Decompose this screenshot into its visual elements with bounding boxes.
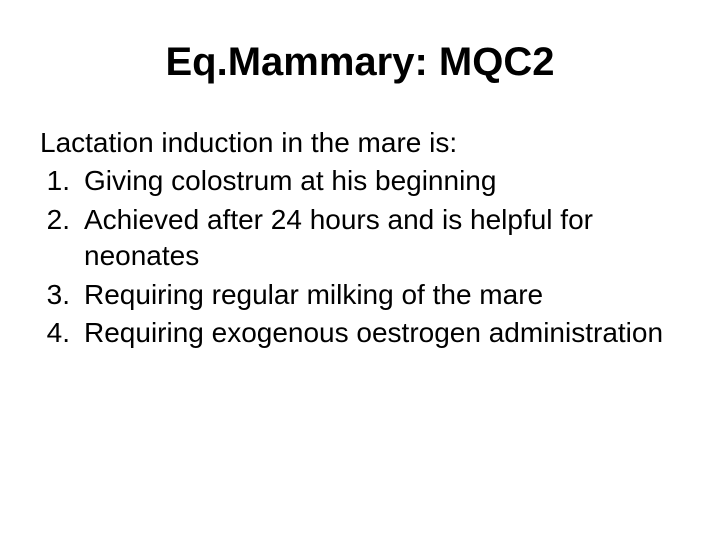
option-text: Requiring exogenous oestrogen administra… bbox=[84, 315, 680, 351]
list-item: 4. Requiring exogenous oestrogen adminis… bbox=[40, 315, 680, 351]
option-text: Achieved after 24 hours and is helpful f… bbox=[84, 202, 680, 275]
slide-title: Eq.Mammary: MQC2 bbox=[40, 40, 680, 85]
list-item: 1. Giving colostrum at his beginning bbox=[40, 163, 680, 199]
option-number: 1. bbox=[40, 163, 84, 199]
option-text: Giving colostrum at his beginning bbox=[84, 163, 680, 199]
option-number: 2. bbox=[40, 202, 84, 275]
list-item: 3. Requiring regular milking of the mare bbox=[40, 277, 680, 313]
list-item: 2. Achieved after 24 hours and is helpfu… bbox=[40, 202, 680, 275]
question-stem: Lactation induction in the mare is: bbox=[40, 125, 680, 161]
option-number: 4. bbox=[40, 315, 84, 351]
option-text: Requiring regular milking of the mare bbox=[84, 277, 680, 313]
options-list: 1. Giving colostrum at his beginning 2. … bbox=[40, 163, 680, 351]
option-number: 3. bbox=[40, 277, 84, 313]
